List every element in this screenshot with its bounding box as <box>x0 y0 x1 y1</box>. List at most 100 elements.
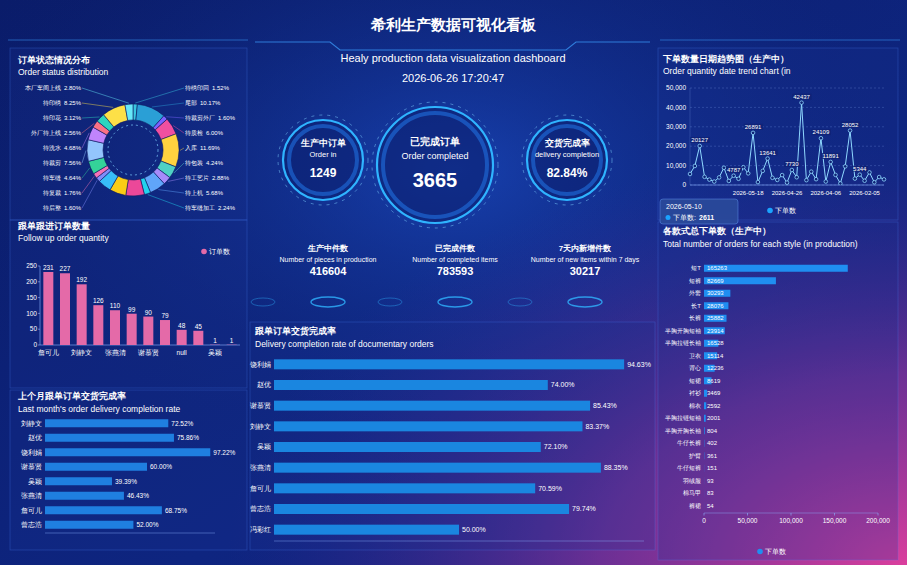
title: 希利生产数据可视化看板 <box>370 16 537 33</box>
bar <box>704 465 705 472</box>
y-tick-label: 50,000 <box>666 84 686 91</box>
data-label: 85.43% <box>593 402 617 409</box>
label-patch <box>726 167 742 173</box>
data-label: 1 <box>230 337 234 344</box>
x-tick-label: 詹可儿 <box>38 349 59 356</box>
slice-label: 待后整1.60% <box>43 205 82 211</box>
panel-frame <box>658 222 898 560</box>
gauge-ring <box>283 120 363 200</box>
data-label: 24109 <box>813 129 830 135</box>
x-tick-label: null <box>177 349 188 356</box>
slice-name: 本厂车间上线 <box>25 84 61 91</box>
category-label: 长T <box>691 303 701 309</box>
slice-value: 8.25% <box>64 100 82 106</box>
label-patch <box>812 129 831 135</box>
data-label: 7730 <box>785 161 799 167</box>
dashboard: 希利生产数据可视化看板Healy production data visuali… <box>0 0 907 565</box>
data-label: 25882 <box>707 315 724 321</box>
data-label: 110 <box>110 302 121 309</box>
bar <box>274 463 601 473</box>
gauge-value: 1249 <box>310 166 337 180</box>
slice-label: 待裁剪7.56% <box>43 159 82 166</box>
lines <box>688 101 886 185</box>
category-label: 牛仔短裤 <box>677 464 701 471</box>
y-tick-label: 0 <box>682 181 686 188</box>
kpi-icon <box>251 298 275 306</box>
slice-label: 待复裁1.76% <box>43 190 82 196</box>
bar <box>45 463 147 471</box>
category-label: 半胸开胸长袖 <box>665 428 701 434</box>
bar <box>45 477 112 485</box>
slice-value: 10.17% <box>200 100 221 106</box>
slice-value: 6.00% <box>206 130 224 136</box>
x-tick-label: 谢慕贤 <box>138 349 159 357</box>
data-label: 72.10% <box>544 443 568 450</box>
data-label: 192 <box>76 276 87 283</box>
data-label: 46.43% <box>127 492 149 499</box>
slice-label: 待印绣8.25% <box>43 100 82 106</box>
y-tick <box>38 297 40 298</box>
y-axis <box>40 266 41 345</box>
slice-value: 11.69% <box>200 145 221 151</box>
bar <box>274 442 541 452</box>
gauge-ring <box>377 107 493 223</box>
point <box>834 173 838 177</box>
x-tick-label: 200,000 <box>866 517 890 524</box>
chart-title: 订单状态情况分布 <box>17 55 90 65</box>
chart-subtitle: Last month's order delivery completion r… <box>18 404 181 414</box>
kpi-value: 30217 <box>570 265 601 277</box>
data-label: 50.00% <box>462 526 486 533</box>
data-label: 20127 <box>691 137 708 143</box>
line-chart: 下单数量日期趋势图（生产中）Order quantity date trend … <box>660 54 886 224</box>
donut-slice <box>126 179 145 196</box>
category-label: 饶利娟 <box>20 449 42 457</box>
category-label: 羽绒服 <box>682 478 701 484</box>
kpi-label: 已完成件数 <box>435 243 476 253</box>
chart-subtitle: Total number of orders for each style (i… <box>663 239 858 249</box>
label-patch <box>784 161 800 167</box>
slice-value: 2.88% <box>212 175 230 181</box>
point <box>693 164 697 168</box>
bar <box>210 344 220 345</box>
slice-value: 2.56% <box>64 130 82 136</box>
point <box>688 172 692 176</box>
donut-slice <box>104 105 128 127</box>
slice-value: 1.60% <box>218 115 236 121</box>
chart-title: 上个月跟单订单交货完成率 <box>17 391 126 401</box>
slice-name: 待裁剪 <box>43 159 61 166</box>
bar-chart: 跟单跟进订单数量Follow up order quantity05010015… <box>17 221 240 357</box>
data-label: 165263 <box>707 265 728 271</box>
data-label: 60.00% <box>150 463 172 470</box>
leader-line <box>173 126 184 133</box>
slice-value: 4.24% <box>206 160 224 166</box>
leader-line <box>82 88 129 103</box>
bar <box>127 314 137 345</box>
data-label: 72.52% <box>171 420 193 427</box>
slice-label: 待绣印回1.52% <box>185 85 230 91</box>
bar <box>704 402 706 409</box>
gauge-label: Order in <box>309 150 336 159</box>
point <box>761 169 765 173</box>
chart-subtitle: Delivery completion rate of documentary … <box>255 339 434 349</box>
legend-label: 订单数 <box>209 248 230 255</box>
legend-label: 下单数 <box>765 548 786 555</box>
data-label: 88.35% <box>604 464 628 471</box>
point <box>858 173 862 177</box>
bar <box>704 302 728 309</box>
slice-name: 待包装 <box>185 160 203 166</box>
background-glow <box>0 0 907 565</box>
text-line: Number of pieces in production <box>280 256 377 264</box>
slice-label: 入库11.69% <box>185 144 221 151</box>
header-frame <box>8 40 900 41</box>
data-label: 28076 <box>707 303 724 309</box>
kpi-icon <box>378 298 402 306</box>
bars <box>704 265 848 510</box>
label-patch <box>822 153 841 159</box>
y-tick-label: 200 <box>26 278 37 285</box>
gauge-ring <box>527 120 607 200</box>
x-tick-label: 2026-02-05 <box>849 190 880 196</box>
gauge-value: 3665 <box>413 169 458 191</box>
slice-label: 本厂车间上线2.80% <box>25 84 82 91</box>
leader-line <box>82 168 90 178</box>
bar <box>227 344 237 345</box>
